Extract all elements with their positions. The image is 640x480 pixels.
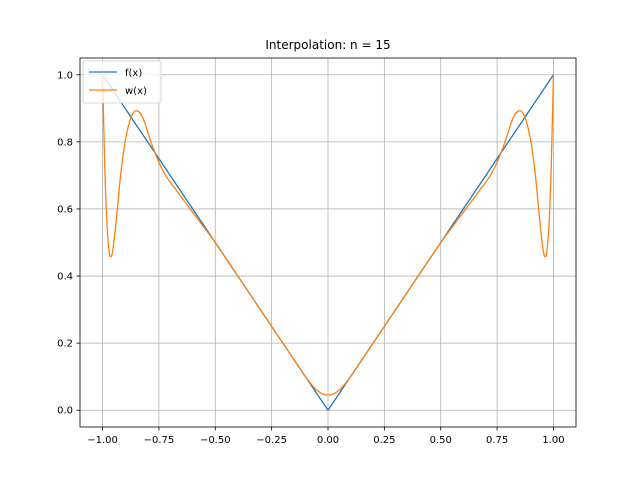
series-line-0 (102, 74, 554, 411)
x-tick-label: 1.00 (542, 435, 564, 446)
y-tick-label: 0.6 (57, 204, 73, 215)
x-tick-label: −1.00 (87, 435, 118, 446)
x-tick-label: −0.75 (144, 435, 175, 446)
chart-title: Interpolation: n = 15 (265, 38, 390, 52)
x-tick-label: 0.50 (430, 435, 452, 446)
series-layer (101, 74, 555, 411)
y-tick-label: 0.0 (57, 406, 73, 417)
legend-label-1: w(x) (125, 86, 147, 97)
legend-label-0: f(x) (125, 68, 142, 79)
x-tick-label: −0.50 (200, 435, 231, 446)
x-tick-label: 0.25 (373, 435, 395, 446)
y-tick-label: 0.8 (57, 137, 73, 148)
legend-box (82, 60, 162, 104)
ticks: −1.00 −0.75 −0.50 −0.25 0.00 0.25 0.50 0.75 1.00… (57, 70, 564, 446)
legend: f(x) w(x) (82, 60, 162, 104)
y-tick-label: 1.0 (57, 70, 73, 81)
series-line-1 (101, 74, 555, 396)
y-tick-label: 0.2 (57, 339, 73, 350)
x-tick-label: 0.00 (317, 435, 339, 446)
y-tick-label: 0.4 (57, 272, 73, 283)
x-tick-label: 0.75 (486, 435, 508, 446)
x-tick-label: −0.25 (256, 435, 287, 446)
